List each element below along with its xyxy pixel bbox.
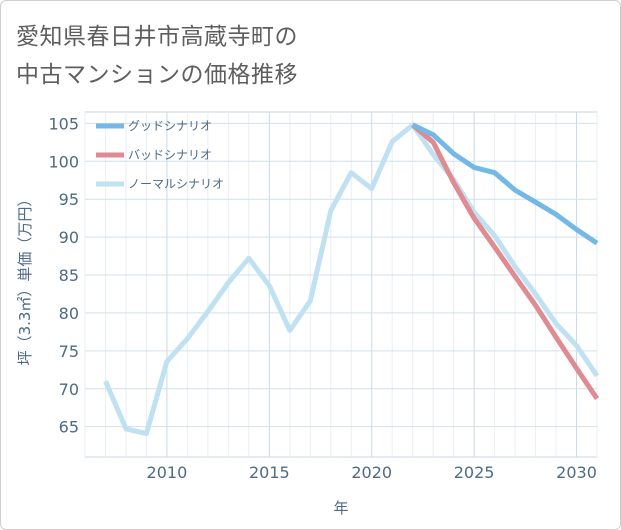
chart-title-line-2: 中古マンションの価格推移 [16,62,298,88]
y-tick-label: 80 [59,304,79,323]
x-tick-label: 2010 [147,463,188,482]
y-tick-label: 85 [59,266,79,285]
y-tick-label: 75 [59,342,79,361]
legend-label-1: バッドシナリオ [128,148,212,162]
x-tick-label: 2015 [249,463,290,482]
y-tick-label: 95 [59,190,79,209]
legend-label-2: ノーマルシナリオ [128,177,224,191]
y-tick-label: 105 [48,114,79,133]
chart-title-line-1: 愛知県春日井市高蔵寺町の [16,24,298,50]
y-tick-label: 90 [59,228,79,247]
series-line-1 [411,122,600,401]
x-tick-label: 2020 [351,463,392,482]
x-axis-label: 年 [333,499,348,517]
x-tick-label: 2030 [556,463,597,482]
series-line-2 [103,122,600,436]
series-lines [103,122,600,436]
y-axis-label: 坪（3.3㎡）単価（万円） [16,192,34,366]
tick-labels: 2010 2015 2020 2025 2030 65 70 75 80 85 90 95 100 105 [48,114,596,482]
series-line-0 [411,122,599,246]
legend-label-0: グッドシナリオ [128,119,212,133]
grid [84,111,598,458]
y-tick-label: 70 [59,380,79,399]
x-tick-label: 2025 [454,463,495,482]
y-tick-label: 65 [59,418,79,437]
y-tick-label: 100 [48,152,79,171]
